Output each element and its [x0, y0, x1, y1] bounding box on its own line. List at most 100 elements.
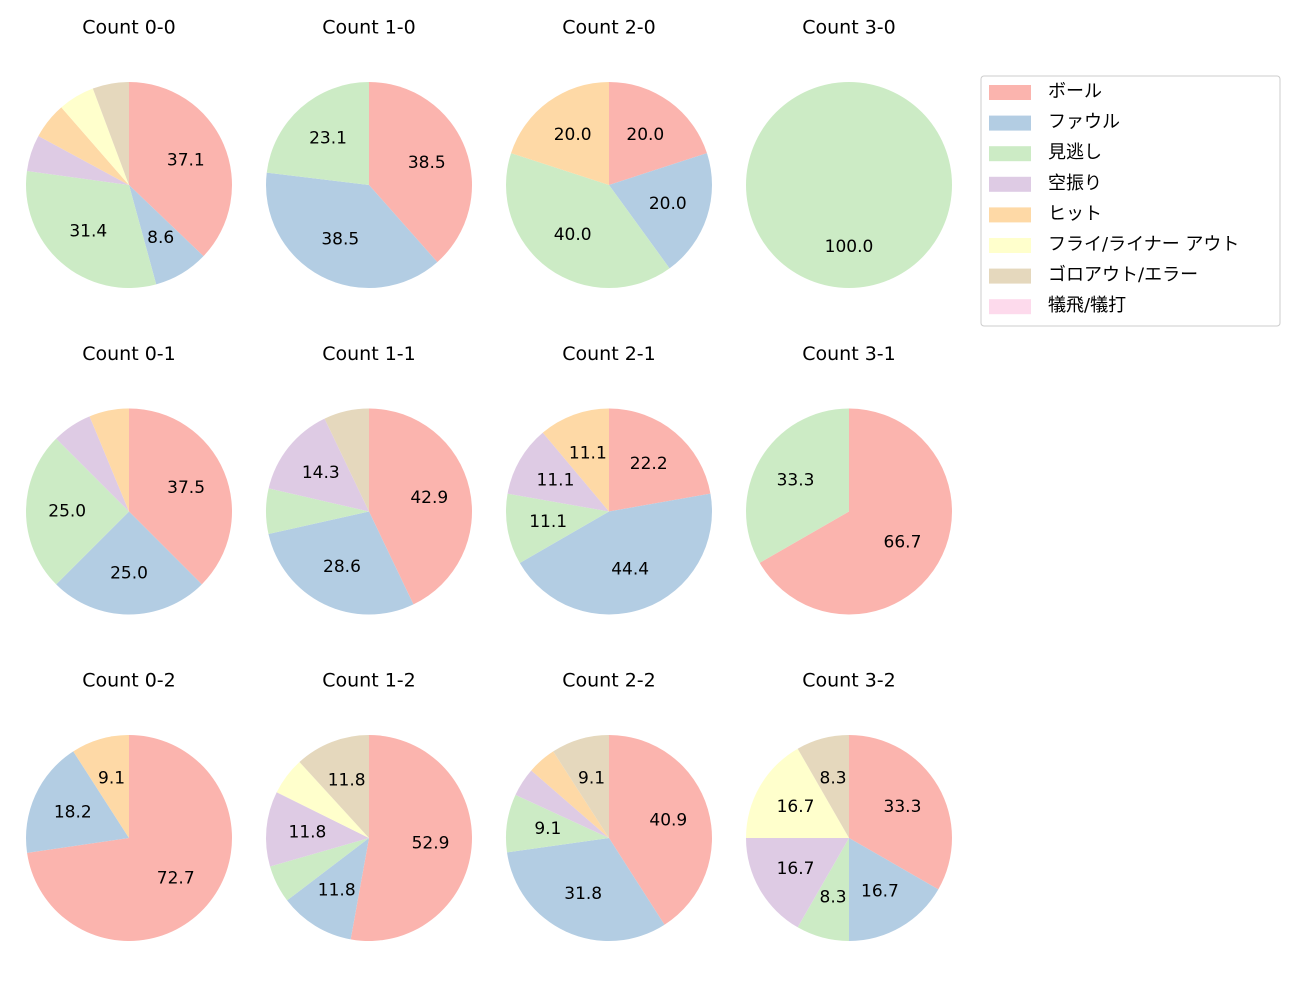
value-label: 25.0 — [48, 502, 86, 522]
pie-slice — [515, 770, 609, 838]
value-label: 72.7 — [157, 868, 195, 888]
legend-label: ヒット — [1048, 203, 1102, 224]
value-label: 44.4 — [611, 560, 649, 580]
legend-swatch — [989, 176, 1031, 192]
value-label: 37.5 — [167, 478, 205, 498]
value-label: 11.8 — [289, 822, 327, 842]
chart-title: Count 0-2 — [82, 670, 176, 692]
value-label: 8.3 — [820, 768, 847, 788]
pie-slice — [369, 408, 473, 605]
legend-swatch — [989, 238, 1031, 253]
legend-label: ボール — [1048, 81, 1102, 102]
value-label: 16.7 — [861, 881, 899, 901]
pie-slice — [542, 408, 609, 512]
pie-slice — [129, 185, 204, 285]
chart-title: Count 0-1 — [82, 343, 176, 365]
pie-slice — [38, 107, 129, 185]
chart-title: Count 0-0 — [82, 17, 176, 39]
value-label: 16.7 — [777, 859, 815, 879]
chart-title: Count 3-0 — [802, 17, 896, 39]
pie-slice — [56, 416, 130, 512]
value-label: 9.1 — [534, 819, 561, 839]
value-label: 38.5 — [321, 230, 359, 250]
pie-slice — [27, 735, 233, 941]
pie-slice — [797, 838, 849, 941]
pie-slice — [299, 735, 369, 838]
value-label: 11.1 — [529, 512, 567, 532]
pie-slice — [268, 511, 414, 615]
pie-slice — [746, 82, 952, 288]
chart-title: Count 3-2 — [802, 670, 896, 692]
value-label: 33.3 — [884, 797, 922, 817]
pie-slice — [270, 838, 369, 901]
legend-swatch — [989, 268, 1031, 284]
legend-label: 犠飛/犠打 — [1048, 295, 1126, 316]
pie-slice — [129, 408, 232, 585]
value-label: 38.5 — [408, 153, 446, 173]
pie-slice — [266, 82, 369, 185]
chart-title: Count 2-1 — [562, 343, 656, 365]
pie-slice — [73, 735, 129, 838]
pie-slice — [609, 408, 711, 512]
pie-slice — [56, 511, 202, 615]
value-label: 40.9 — [649, 811, 687, 831]
value-label: 11.8 — [318, 881, 356, 901]
value-label: 52.9 — [412, 834, 450, 854]
value-label: 25.0 — [110, 563, 148, 583]
pie-slice — [609, 82, 707, 185]
chart-title: Count 3-1 — [802, 343, 896, 365]
pie-slice — [266, 172, 438, 288]
value-label: 37.1 — [167, 151, 205, 171]
pie-slice — [519, 493, 712, 615]
pie-slice — [759, 408, 952, 615]
legend-label: フライ/ライナー アウト — [1048, 234, 1239, 255]
value-label: 20.0 — [626, 125, 664, 145]
pie-slice — [92, 82, 129, 185]
legend-label: 見逃し — [1048, 142, 1102, 163]
pie-slice — [507, 838, 665, 941]
value-label: 8.6 — [147, 228, 174, 248]
pie-slice — [26, 136, 129, 185]
pie-slice — [350, 735, 473, 941]
pie-slice — [505, 493, 609, 563]
value-label: 66.7 — [884, 532, 922, 552]
pie-slice — [506, 153, 670, 288]
legend-swatch — [989, 85, 1031, 100]
value-label: 28.6 — [323, 557, 361, 577]
pie-slice — [26, 438, 130, 585]
value-label: 33.3 — [777, 471, 815, 491]
legend-box — [980, 75, 1281, 327]
pie-slice — [287, 838, 369, 940]
pie-slice — [746, 408, 849, 563]
legend-label: ファウル — [1048, 112, 1120, 133]
pie-slice — [849, 735, 953, 890]
value-label: 8.3 — [820, 888, 847, 908]
pie-slice — [511, 82, 609, 185]
legend-label: ゴロアウト/エラー — [1048, 265, 1198, 286]
pie-slice — [266, 792, 369, 867]
pie-slice — [26, 170, 157, 288]
pie-slice — [609, 153, 712, 269]
pie-slice — [89, 408, 129, 512]
pie-slice — [369, 82, 472, 263]
pie-slice — [746, 748, 849, 838]
pie-slice — [531, 751, 609, 838]
value-label: 16.7 — [777, 797, 815, 817]
legend-swatch — [989, 115, 1031, 131]
value-label: 20.0 — [649, 194, 687, 214]
legend-label: 空振り — [1048, 173, 1102, 194]
pie-slice — [324, 408, 369, 512]
value-label: 22.2 — [630, 454, 668, 474]
value-label: 11.1 — [569, 443, 607, 463]
chart-title: Count 1-1 — [322, 343, 416, 365]
pie-slice — [507, 432, 609, 512]
pie-slice — [849, 838, 939, 941]
pie-slice — [268, 418, 369, 512]
value-label: 31.8 — [564, 884, 602, 904]
chart-title: Count 2-0 — [562, 17, 656, 39]
value-label: 42.9 — [410, 488, 448, 508]
chart-title: Count 1-2 — [322, 670, 416, 692]
value-label: 40.0 — [554, 225, 592, 245]
value-label: 23.1 — [309, 129, 347, 149]
